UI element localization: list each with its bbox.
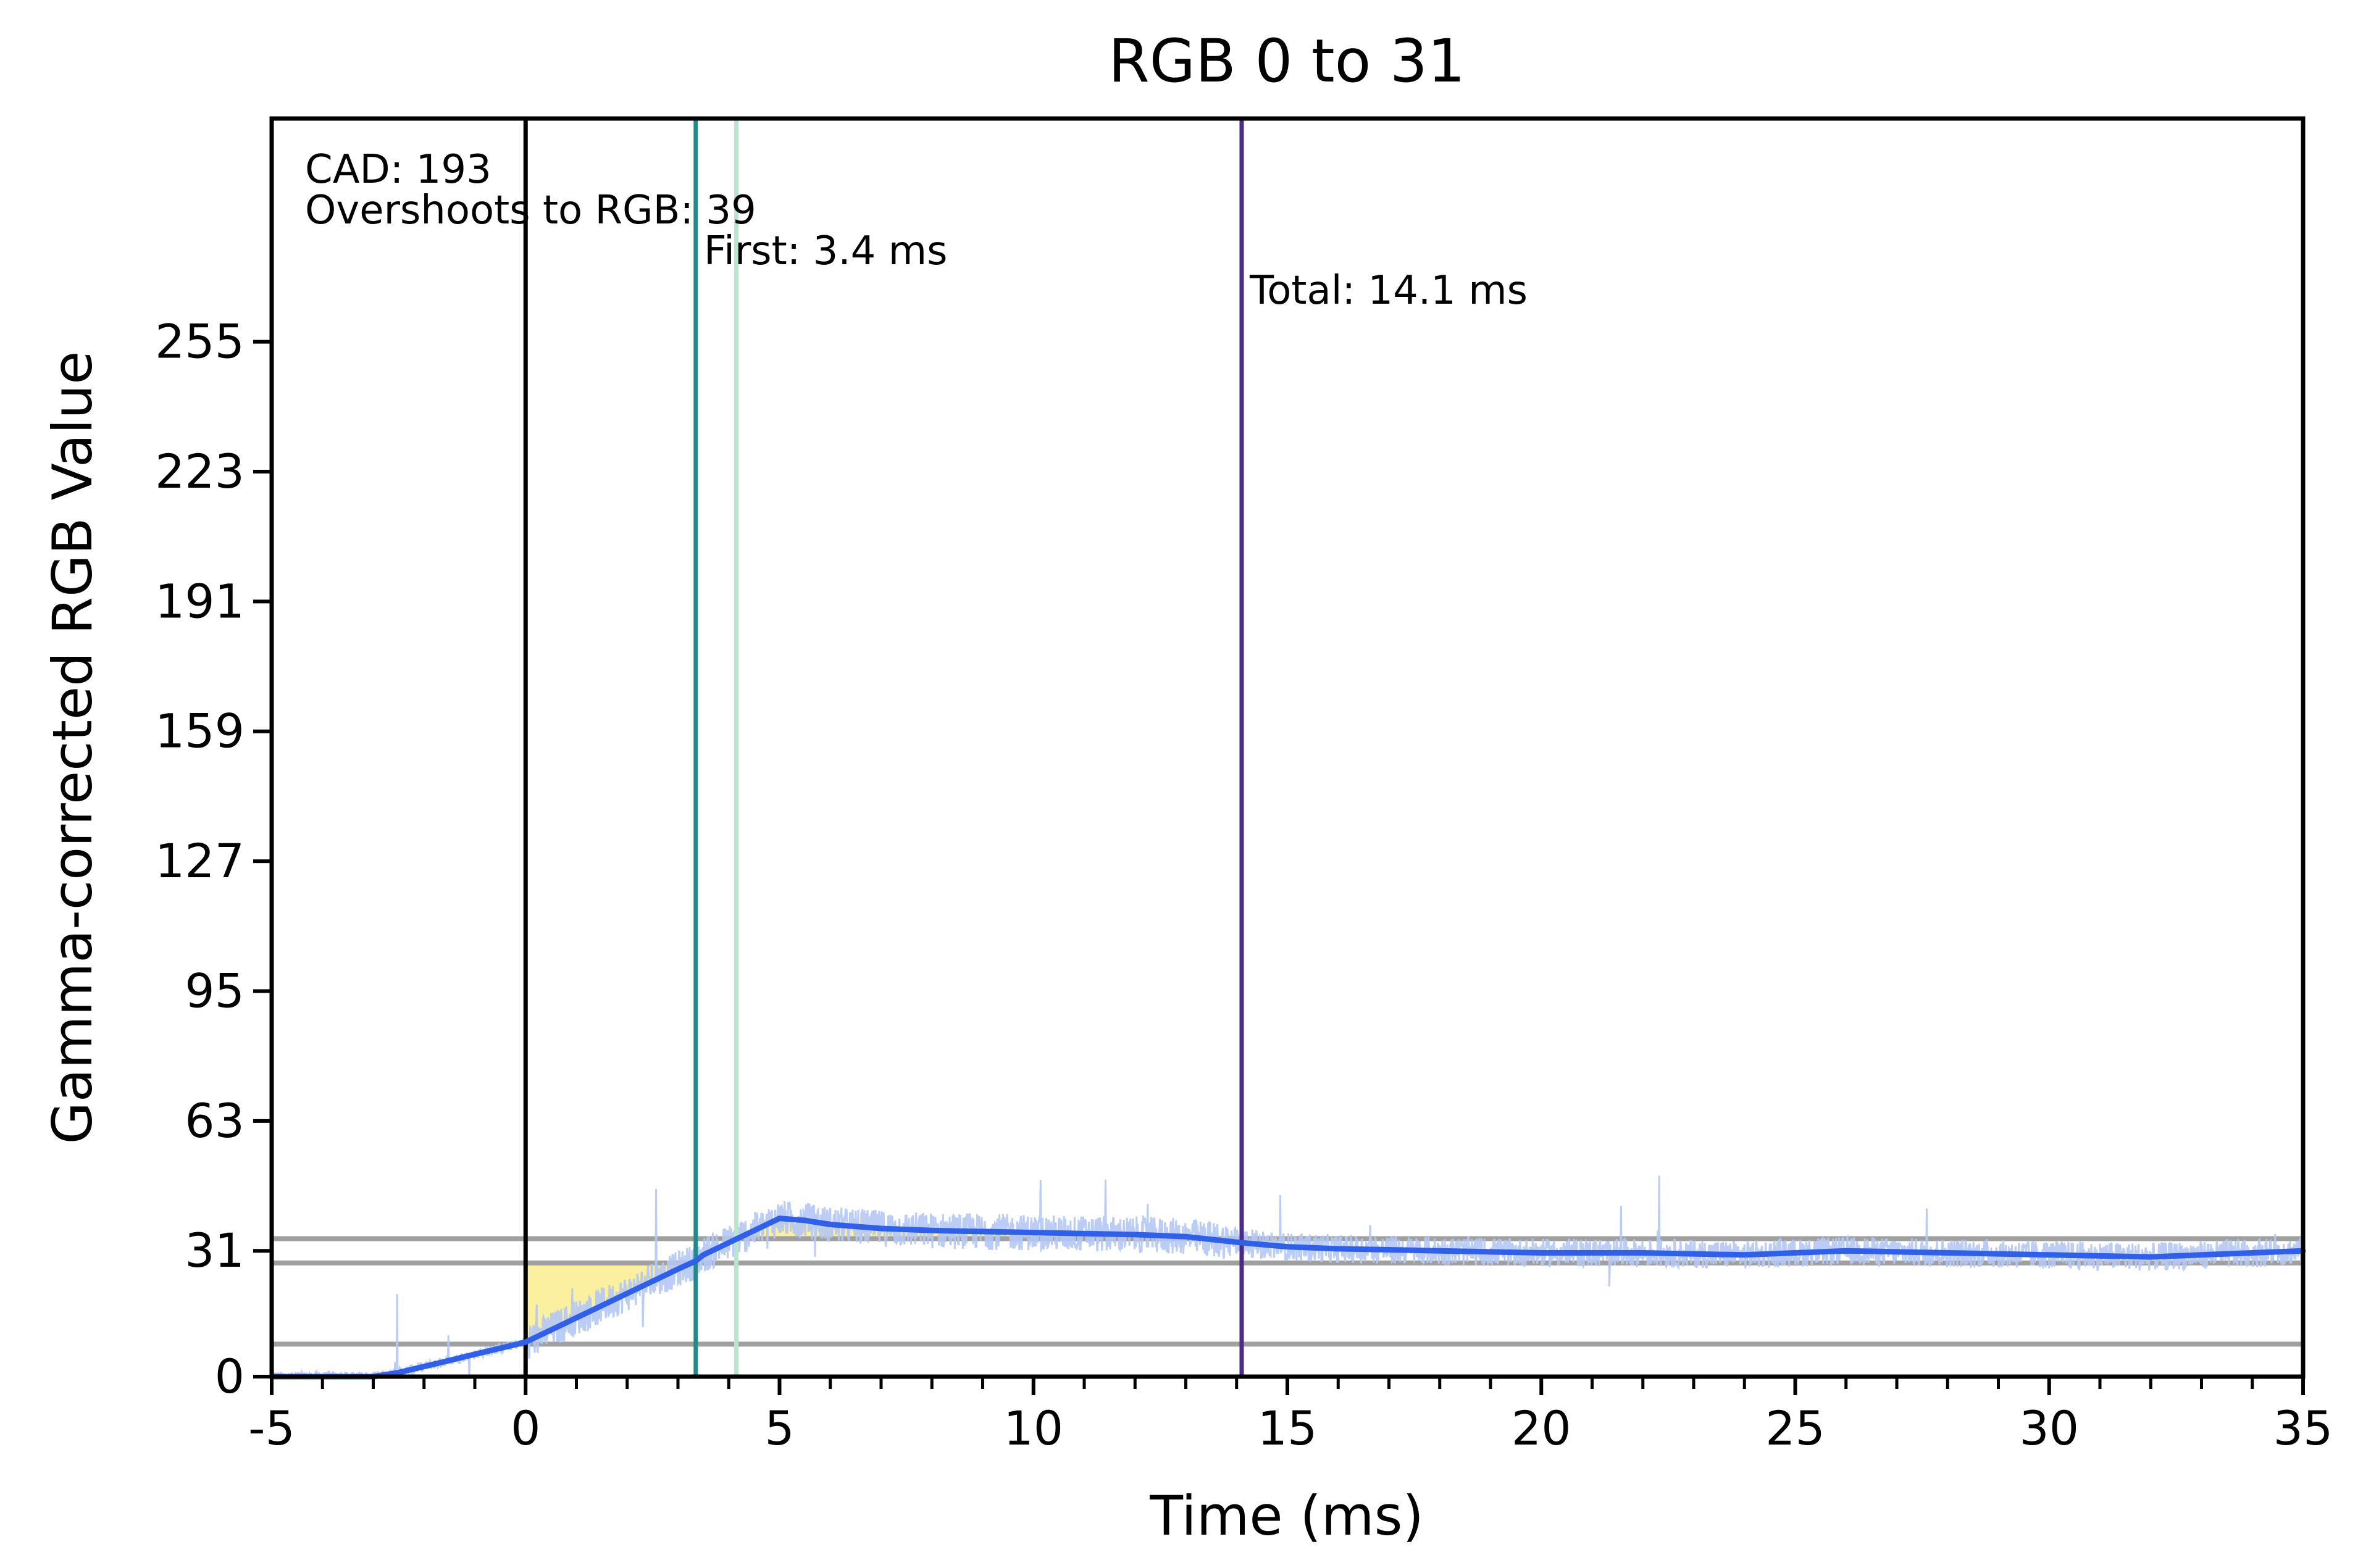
vertical-lines bbox=[523, 119, 1244, 1377]
y-tick-label: 255 bbox=[155, 314, 245, 369]
y-tick-label: 31 bbox=[185, 1223, 245, 1278]
annotation-first: First: 3.4 ms bbox=[704, 228, 947, 274]
annotation-total: Total: 14.1 ms bbox=[1249, 268, 1528, 314]
x-tick-label: 10 bbox=[1003, 1401, 1063, 1456]
x-tick-label: 30 bbox=[2019, 1401, 2079, 1456]
y-tick-label: 159 bbox=[155, 704, 245, 759]
y-tick-label: 63 bbox=[185, 1093, 245, 1148]
y-tick-label: 223 bbox=[155, 444, 245, 499]
y-tick-label: 0 bbox=[215, 1349, 245, 1404]
rise-shaded-region bbox=[525, 1261, 696, 1343]
annotation-cad: CAD: 193 bbox=[305, 147, 491, 193]
x-tick-label: 0 bbox=[511, 1401, 540, 1456]
series-lines bbox=[269, 1216, 2306, 1380]
x-tick-label: 25 bbox=[1765, 1401, 1825, 1456]
y-tick-label: 127 bbox=[155, 833, 245, 888]
plot-area bbox=[269, 119, 2306, 1380]
x-axis-title: Time (ms) bbox=[1149, 1484, 1424, 1548]
annotations: CAD: 193 Overshoots to RGB: 39 First: 3.… bbox=[305, 147, 1528, 314]
y-tick-label: 95 bbox=[185, 963, 245, 1018]
x-tick-label: 5 bbox=[764, 1401, 794, 1456]
x-axis-ticks: -5 0 5 10 15 20 25 30 35 bbox=[248, 1377, 2333, 1456]
x-tick-label: 20 bbox=[1512, 1401, 1571, 1456]
series-smoothed bbox=[269, 1216, 2306, 1380]
x-tick-label: 15 bbox=[1258, 1401, 1318, 1456]
y-axis-ticks: 0 31 63 95 127 159 191 223 255 bbox=[155, 314, 272, 1404]
y-axis-title: Gamma-corrected RGB Value bbox=[41, 351, 104, 1145]
annotation-overshoot: Overshoots to RGB: 39 bbox=[305, 188, 756, 233]
x-tick-label: -5 bbox=[248, 1401, 295, 1456]
chart-title: RGB 0 to 31 bbox=[1108, 27, 1465, 96]
x-tick-label: 35 bbox=[2273, 1401, 2333, 1456]
y-tick-label: 191 bbox=[155, 573, 245, 628]
